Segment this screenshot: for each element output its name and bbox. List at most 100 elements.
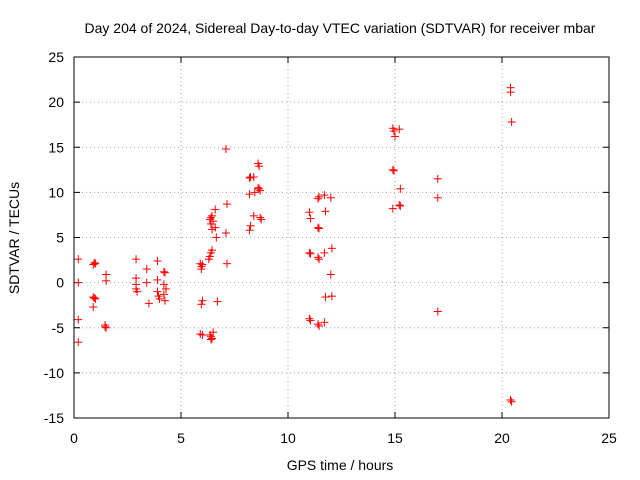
data-point (142, 265, 151, 274)
data-point (208, 211, 217, 220)
x-axis-label: GPS time / hours (287, 457, 394, 473)
data-point (102, 323, 111, 332)
data-point (305, 248, 314, 257)
data-point (90, 258, 99, 267)
x-tick-label: 5 (177, 430, 185, 446)
y-tick-label: -5 (52, 320, 65, 336)
data-point (433, 307, 442, 316)
data-point (245, 190, 254, 199)
grid-lines (74, 57, 609, 418)
data-point (255, 184, 264, 193)
data-point (313, 253, 322, 262)
data-point (315, 255, 324, 264)
data-point (221, 228, 230, 237)
data-point (305, 314, 314, 323)
data-point (153, 256, 162, 265)
data-point (89, 302, 98, 311)
data-point (211, 205, 220, 214)
data-point (507, 117, 516, 126)
y-tick-labels: -15 -10 -5 0 5 10 15 20 25 (44, 49, 64, 426)
data-point (197, 300, 206, 309)
data-point (160, 296, 169, 305)
data-point (306, 214, 315, 223)
chart-title: Day 204 of 2024, Sidereal Day-to-day VTE… (85, 20, 596, 36)
x-tick-label: 0 (70, 430, 78, 446)
data-point (153, 275, 162, 284)
y-axis-label: SDTVAR / TECUs (6, 182, 22, 294)
data-point (102, 276, 111, 285)
data-point (326, 193, 335, 202)
data-point (395, 125, 404, 134)
data-point (246, 221, 255, 230)
data-point (257, 215, 266, 224)
data-point (153, 287, 162, 296)
data-point (221, 145, 230, 154)
data-point (327, 244, 336, 253)
data-point (208, 246, 217, 255)
y-tick-label: 10 (48, 184, 64, 200)
data-point (315, 192, 324, 201)
data-point (388, 204, 397, 213)
data-point (91, 259, 100, 268)
data-point (159, 280, 168, 289)
data-point (89, 293, 98, 302)
data-point (159, 267, 168, 276)
data-point (321, 207, 330, 216)
y-tick-label: 25 (48, 49, 64, 65)
data-point (133, 287, 142, 296)
data-point (255, 162, 264, 171)
data-point (245, 173, 254, 182)
data-point (198, 330, 207, 339)
data-point (396, 184, 405, 193)
y-tick-label: -10 (44, 365, 64, 381)
data-point (315, 321, 324, 330)
data-point (74, 255, 83, 264)
data-point (101, 322, 110, 331)
data-point (249, 211, 258, 220)
data-point (132, 255, 141, 264)
data-point (205, 215, 214, 224)
y-tick-label: 15 (48, 139, 64, 155)
data-point (155, 294, 164, 303)
data-point (223, 200, 232, 209)
data-point (249, 173, 258, 182)
data-point (389, 127, 398, 136)
data-point (160, 268, 169, 277)
data-point (212, 233, 221, 242)
data-point (208, 225, 217, 234)
data-point (433, 174, 442, 183)
data-point (320, 248, 329, 257)
data-point (196, 330, 205, 339)
data-point (197, 265, 206, 274)
data-point (433, 193, 442, 202)
data-point (391, 132, 399, 141)
data-point (198, 296, 207, 305)
y-tick-label: 0 (56, 275, 64, 291)
data-point (388, 165, 397, 174)
y-tick-label: -15 (44, 410, 64, 426)
data-point (306, 316, 315, 325)
data-point (74, 278, 83, 287)
data-point (206, 219, 215, 228)
data-point (208, 334, 217, 343)
y-tick-label: 20 (48, 94, 64, 110)
data-point (395, 201, 404, 210)
data-point (162, 284, 171, 293)
y-tick-label: 5 (56, 230, 64, 246)
data-point (256, 186, 265, 195)
data-points (74, 83, 516, 406)
x-tick-label: 10 (280, 430, 296, 446)
data-point (211, 223, 220, 232)
data-point (306, 249, 315, 258)
data-point (89, 260, 98, 269)
data-point (313, 223, 322, 232)
data-point (209, 328, 218, 337)
data-point (256, 213, 265, 222)
data-point (506, 395, 515, 404)
data-point (250, 188, 259, 197)
data-point (90, 293, 99, 302)
x-tick-label: 20 (494, 430, 510, 446)
data-point (159, 290, 168, 299)
data-point (245, 226, 254, 235)
data-point (213, 297, 222, 306)
